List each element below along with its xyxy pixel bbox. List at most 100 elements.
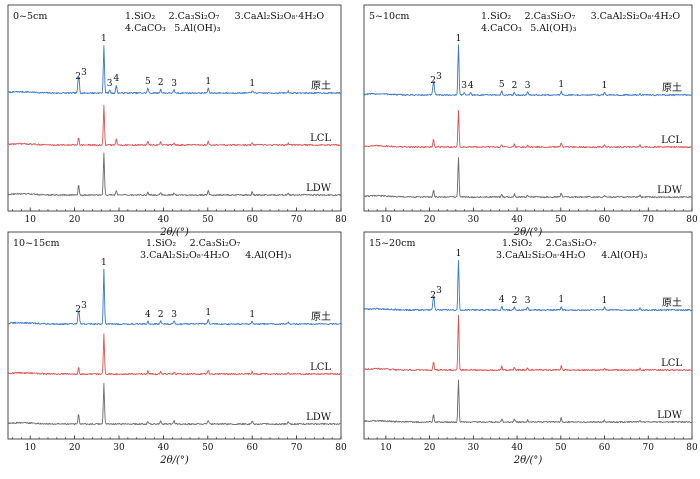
x-tick-label: 10: [24, 443, 36, 453]
x-tick-label: 80: [335, 443, 347, 453]
series-line: [7, 383, 342, 426]
x-tick-label: 80: [686, 443, 698, 453]
series-label: LCL: [661, 358, 682, 369]
plot-frame: [7, 231, 342, 440]
series-label: LDW: [657, 185, 683, 196]
x-tick-label: 10: [24, 215, 36, 225]
peak-label: 3: [436, 72, 442, 82]
peak-label: 3: [436, 286, 442, 296]
x-axis-label: 2θ/(°): [513, 227, 543, 238]
peak-label: 1: [558, 80, 564, 90]
x-tick-label: 70: [643, 215, 655, 225]
legend-entry: 2.Ca₃Si₂O₇: [169, 11, 220, 22]
legend-entry: 4.Al(OH)₃: [245, 250, 291, 261]
series-label: 原土: [311, 310, 331, 323]
peak-label: 1: [602, 296, 608, 306]
x-tick-label: 30: [468, 215, 480, 225]
peak-label: 3: [525, 81, 531, 91]
series-line: [363, 109, 693, 149]
legend-entry: 5.Al(OH)₃: [530, 23, 576, 34]
x-tick-label: 40: [511, 443, 523, 453]
series-line: [363, 379, 693, 424]
x-tick-label: 60: [246, 443, 258, 453]
x-tick-label: 20: [424, 215, 436, 225]
series-line: [7, 333, 342, 376]
peak-label: 5: [145, 77, 151, 87]
x-tick-label: 30: [468, 443, 480, 453]
x-tick-label: 50: [555, 443, 567, 453]
legend-entry: 3.CaAl₂Si₂O₈·4H₂O: [235, 11, 325, 22]
peak-label: 1: [249, 310, 255, 320]
x-tick-label: 80: [686, 215, 698, 225]
series-line: [363, 314, 693, 372]
x-tick-label: 50: [202, 443, 214, 453]
x-tick-label: 80: [335, 215, 347, 225]
x-tick-label: 20: [69, 215, 81, 225]
chart-panel: 10 20 30 40 50 60 70 80 2θ/(°) 15~20cm 1.SiO₂ 2.Ca₃…: [363, 231, 698, 466]
series-line: [363, 260, 693, 312]
series-label: 原土: [662, 81, 682, 94]
plot-frame: [7, 4, 342, 212]
peak-label: 3: [81, 68, 87, 78]
legend-entry: 2.Ca₃Si₂O₇: [190, 238, 241, 249]
chart-panel: 10 20 30 40 50 60 70 80 2θ/(°) 0~5cm 1.SiO₂ 2.Ca₃Si…: [7, 4, 347, 238]
depth-label: 15~20cm: [369, 238, 415, 249]
legend-entry: 2.Ca₃Si₂O₇: [546, 238, 597, 249]
series-line: [7, 268, 342, 326]
chart-panel: 10 20 30 40 50 60 70 80 2θ/(°) 10~15cm 1.SiO₂ 2.Ca₃…: [7, 231, 347, 466]
legend-entry: 3.CaAl₂Si₂O₈·4H₂O: [140, 250, 230, 261]
peak-label: 1: [101, 34, 107, 44]
x-tick-label: 70: [291, 443, 303, 453]
peak-label: 2: [512, 81, 518, 91]
x-tick-label: 40: [158, 215, 170, 225]
peak-label: 1: [456, 249, 462, 259]
x-tick-label: 70: [291, 215, 303, 225]
peak-label: 2: [75, 305, 81, 315]
x-tick-label: 30: [113, 215, 125, 225]
peak-label: 3: [107, 79, 113, 89]
x-axis-label: 2θ/(°): [513, 455, 543, 466]
series-label: LCL: [310, 133, 331, 144]
peak-label: 2: [158, 310, 164, 320]
peak-label: 2: [512, 296, 518, 306]
legend-entry: 4.CaCO₃: [481, 23, 522, 34]
x-axis-label: 2θ/(°): [159, 455, 189, 466]
legend-entry: 4.CaCO₃: [125, 23, 166, 34]
series-label: LDW: [657, 410, 683, 421]
x-tick-label: 70: [643, 443, 655, 453]
legend-entry: 1.SiO₂: [146, 238, 176, 249]
x-axis-label: 2θ/(°): [159, 227, 189, 238]
series-label: LDW: [306, 412, 332, 423]
peak-label: 1: [602, 81, 608, 91]
series-line: [7, 152, 342, 197]
series-line: [363, 44, 693, 97]
plot-frame: [363, 4, 693, 212]
peak-label: 4: [113, 74, 119, 84]
legend-entry: 3.CaAl₂Si₂O₈·4H₂O: [496, 250, 586, 261]
series-label: LCL: [310, 362, 331, 373]
x-tick-label: 50: [202, 215, 214, 225]
series-label: 原土: [662, 296, 682, 309]
depth-label: 5~10cm: [369, 11, 409, 22]
peak-label: 1: [205, 77, 211, 87]
depth-label: 10~15cm: [13, 238, 59, 249]
peak-label: 2: [430, 76, 436, 86]
x-tick-label: 40: [511, 215, 523, 225]
legend-entry: 4.Al(OH)₃: [601, 250, 647, 261]
x-tick-label: 10: [380, 443, 392, 453]
legend-entry: 2.Ca₃Si₂O₇: [525, 11, 576, 22]
x-tick-label: 50: [555, 215, 567, 225]
x-tick-label: 10: [380, 215, 392, 225]
x-tick-label: 40: [158, 443, 170, 453]
plot-frame: [363, 231, 693, 440]
legend-entry: 1.SiO₂: [125, 11, 155, 22]
peak-label: 3: [461, 81, 467, 91]
x-tick-label: 60: [246, 215, 258, 225]
peak-label: 1: [456, 34, 462, 44]
series-label: LCL: [661, 135, 682, 146]
peak-label: 4: [499, 295, 505, 305]
x-tick-label: 20: [424, 443, 436, 453]
legend-entry: 1.SiO₂: [481, 11, 511, 22]
peak-label: 3: [525, 296, 531, 306]
